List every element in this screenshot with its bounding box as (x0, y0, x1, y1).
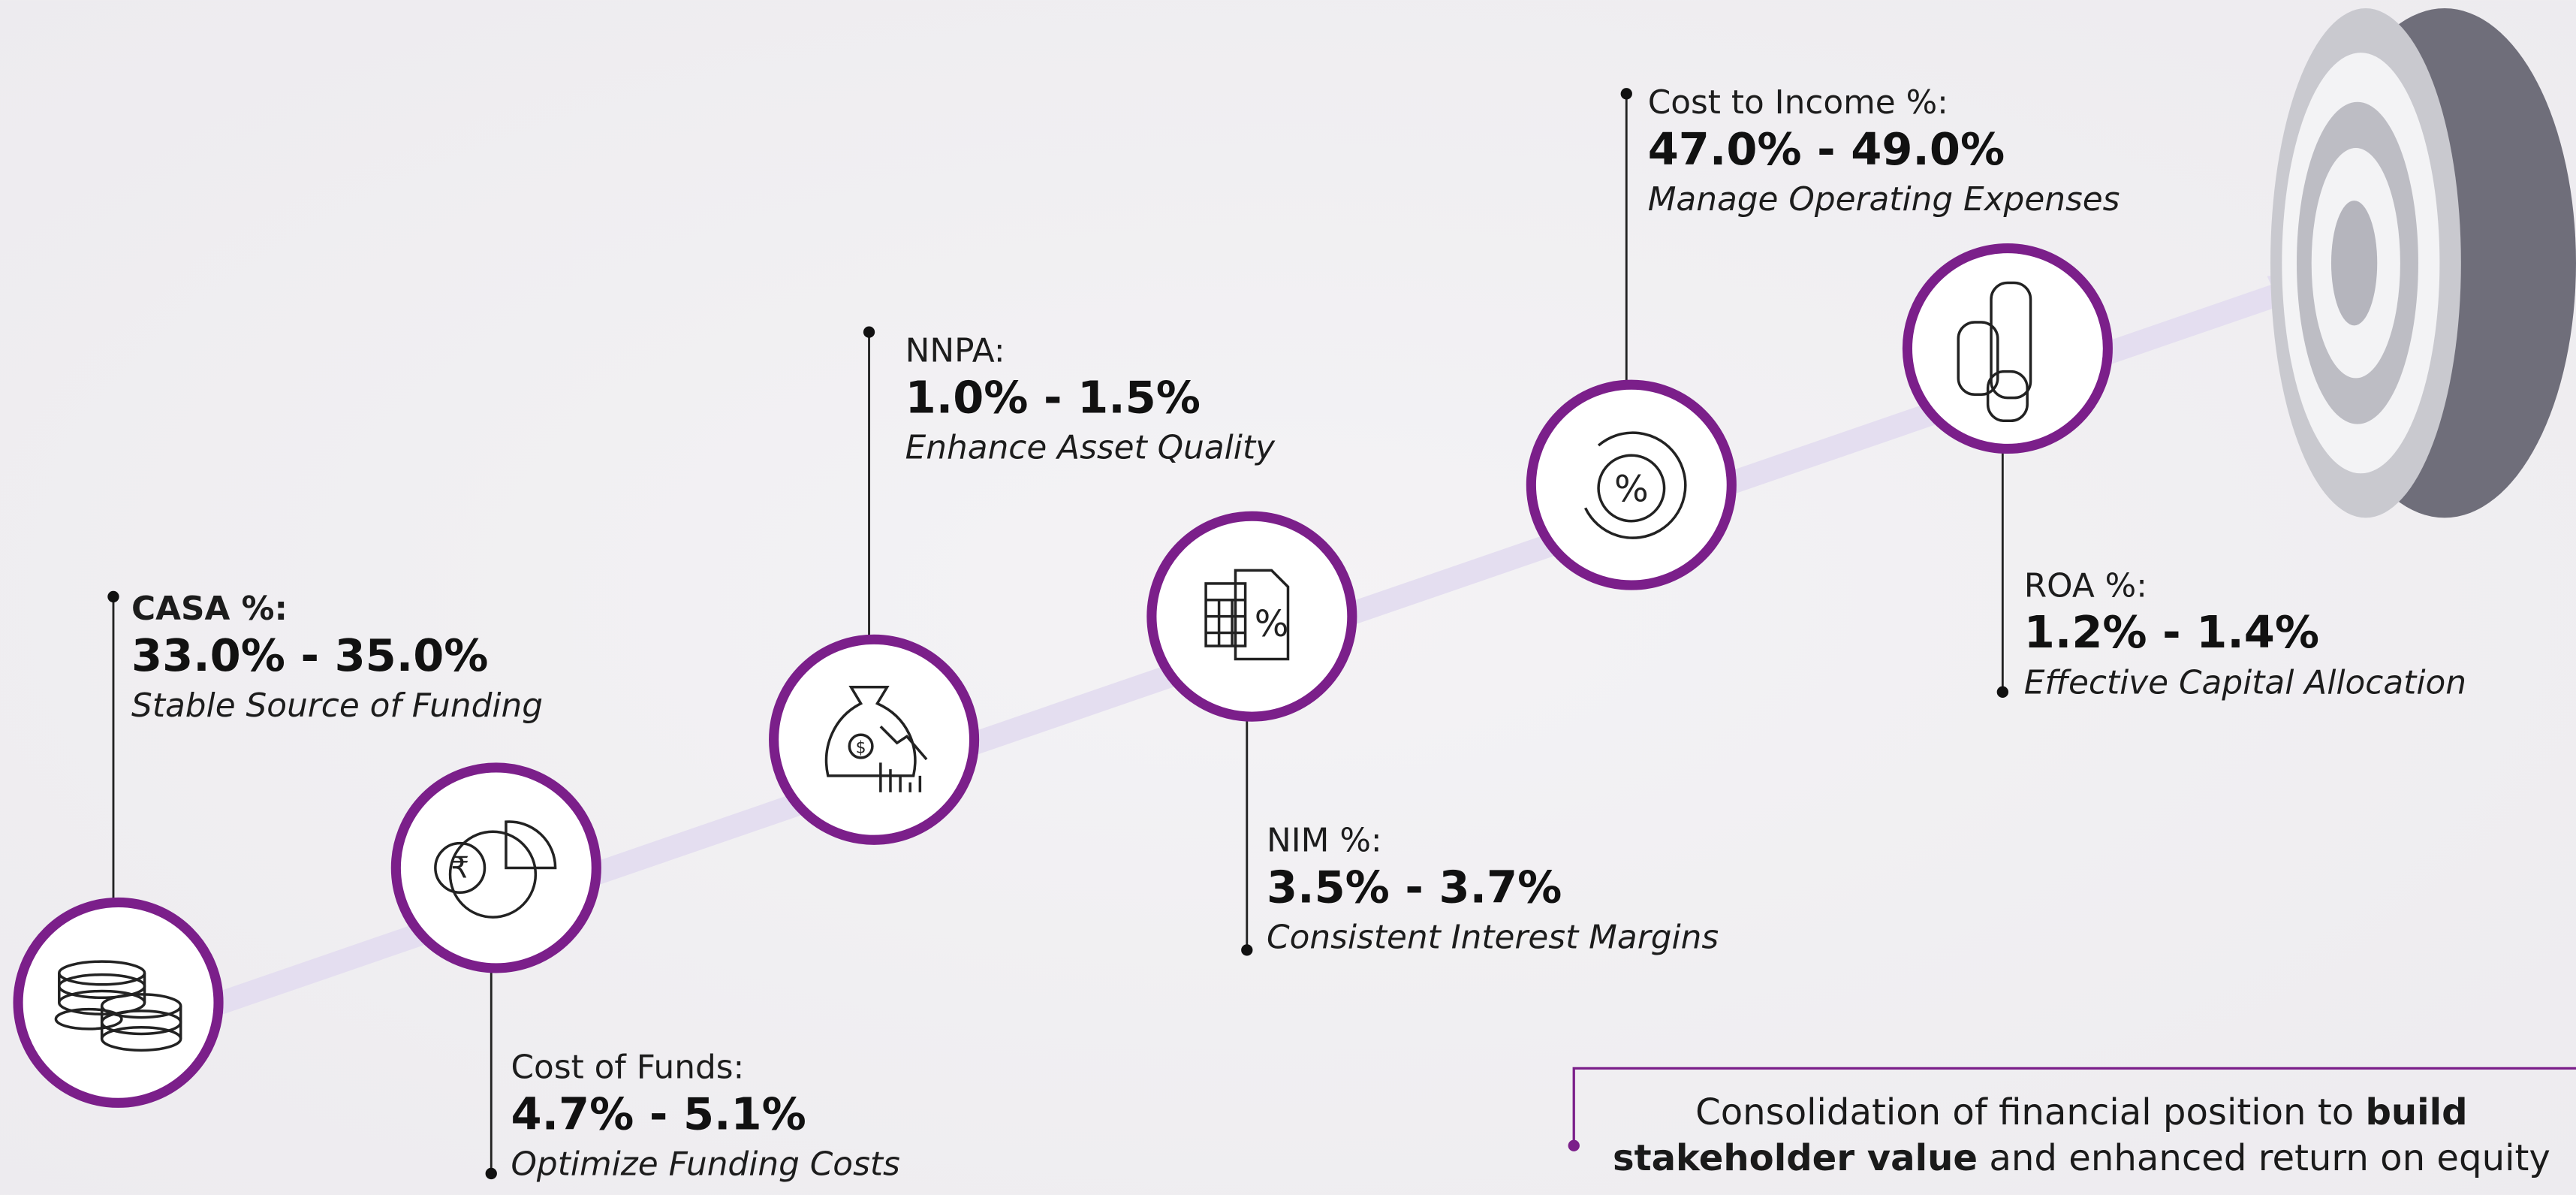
milestone-description: Enhance Asset Quality (905, 429, 1276, 467)
milestone-range: 3.5% - 3.7% (1267, 861, 1562, 913)
milestone-label: Cost of Funds: (511, 1049, 745, 1087)
svg-text:₹: ₹ (450, 851, 469, 886)
milestone-circle (774, 639, 975, 840)
milestone-label: CASA %: (131, 590, 288, 628)
milestone-range: 33.0% - 35.0% (131, 629, 488, 681)
connector-dot (1241, 944, 1252, 955)
connector-dot (486, 1168, 497, 1179)
milestone-label: NNPA: (905, 332, 1005, 370)
milestone-description: Consistent Interest Margins (1267, 919, 1719, 957)
milestone-range: 4.7% - 5.1% (511, 1088, 806, 1139)
connector-dot (1997, 687, 2008, 698)
milestone-range: 1.2% - 1.4% (2024, 606, 2319, 658)
connector-dot (1621, 88, 1632, 99)
milestone-circle (396, 768, 596, 968)
milestone-description: Effective Capital Allocation (2024, 664, 2466, 702)
page: {"milestones":[ {"label":"CASA %:","rang… (0, 0, 2576, 1195)
milestone-label: Cost to Income %: (1648, 83, 1948, 122)
svg-text:$: $ (856, 738, 866, 757)
milestone-description: Stable Source of Funding (131, 687, 543, 725)
milestone-range: 1.0% - 1.5% (905, 371, 1201, 423)
footer-text: and enhanced return on equity (1989, 1137, 2550, 1179)
milestone-circle (18, 902, 218, 1103)
connector-dot (107, 591, 119, 602)
footer-text: Consolidation of financial position to (1695, 1091, 2354, 1133)
svg-text:%: % (1614, 468, 1649, 510)
footer-line: stakeholder value and enhanced return on… (1613, 1137, 2550, 1179)
footer-bold: stakeholder value (1613, 1137, 1978, 1179)
infographic: CASA %:33.0% - 35.0% Stable Source of Fun… (0, 0, 2576, 1195)
svg-text:%: % (1255, 603, 1289, 645)
milestone-description: Manage Operating Expenses (1648, 180, 2120, 219)
footer-line: Consolidation of financial position to b… (1695, 1091, 2468, 1133)
milestone-circle (1907, 249, 2107, 449)
milestone-label: NIM %: (1267, 822, 1382, 860)
milestone-description: Optimize Funding Costs (511, 1145, 900, 1184)
milestone-range: 47.0% - 49.0% (1648, 123, 2005, 175)
milestone-label: ROA %: (2024, 566, 2147, 605)
target-icon (2270, 8, 2576, 518)
milestone-circle (1152, 516, 1352, 717)
footer-bold: build (2365, 1091, 2467, 1133)
connector-dot (863, 326, 875, 337)
